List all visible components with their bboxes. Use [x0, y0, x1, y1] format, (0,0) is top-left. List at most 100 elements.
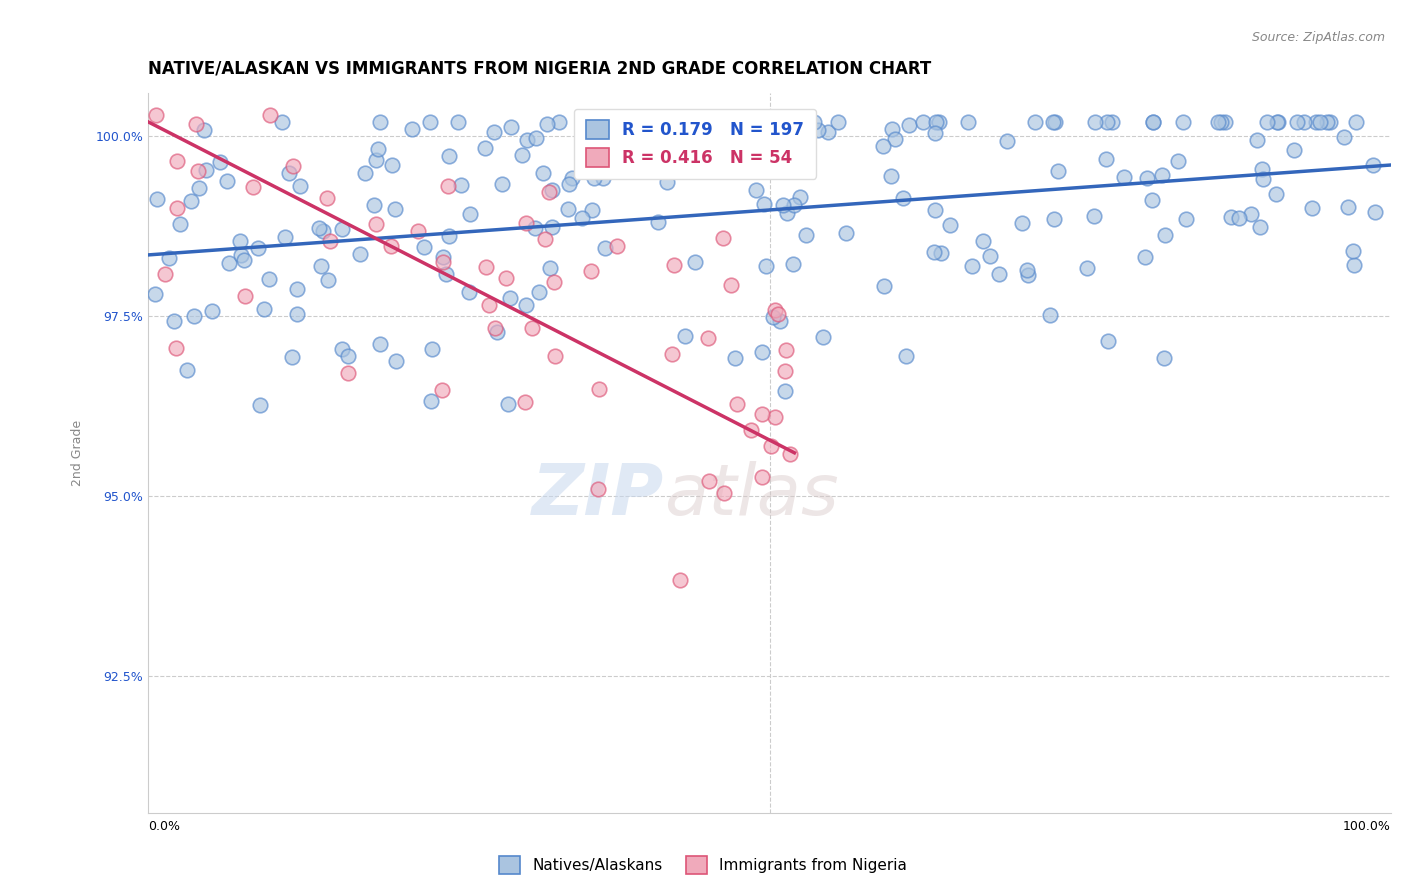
Point [872, 138, 894, 153]
Point [1097, 334, 1119, 348]
Point [544, 349, 567, 363]
Point [880, 169, 903, 184]
Point [558, 178, 581, 192]
Point [510, 147, 533, 161]
Point [673, 329, 696, 343]
Point [789, 190, 811, 204]
Point [1024, 115, 1046, 129]
Point [1337, 200, 1360, 214]
Point [1011, 217, 1033, 231]
Point [233, 289, 256, 303]
Point [475, 260, 498, 274]
Point [1206, 115, 1229, 129]
Point [929, 246, 952, 260]
Point [218, 256, 240, 270]
Point [318, 234, 340, 248]
Point [536, 118, 558, 132]
Point [501, 120, 523, 134]
Point [725, 397, 748, 411]
Point [408, 224, 430, 238]
Point [432, 250, 454, 264]
Point [1267, 115, 1289, 129]
Point [1344, 115, 1367, 129]
Point [364, 153, 387, 168]
Point [447, 115, 470, 129]
Point [661, 347, 683, 361]
Point [176, 363, 198, 377]
Point [617, 115, 640, 129]
Point [696, 331, 718, 345]
Point [1142, 115, 1164, 129]
Point [588, 382, 610, 396]
Point [1343, 259, 1365, 273]
Point [380, 239, 402, 253]
Point [247, 241, 270, 255]
Point [817, 125, 839, 139]
Point [458, 207, 481, 221]
Point [1246, 133, 1268, 147]
Point [285, 307, 308, 321]
Point [960, 260, 983, 274]
Point [1101, 115, 1123, 129]
Point [311, 259, 333, 273]
Point [217, 174, 239, 188]
Point [939, 218, 962, 232]
Point [1046, 163, 1069, 178]
Point [515, 298, 537, 312]
Point [145, 108, 167, 122]
Point [484, 125, 506, 139]
Point [419, 115, 441, 129]
Point [766, 307, 789, 321]
Point [751, 469, 773, 483]
Point [232, 253, 254, 268]
Point [187, 181, 209, 195]
Point [1042, 115, 1064, 129]
Point [571, 211, 593, 226]
Point [437, 148, 460, 162]
Point [430, 383, 453, 397]
Point [602, 163, 624, 178]
Point [157, 251, 180, 265]
Text: NATIVE/ALASKAN VS IMMIGRANTS FROM NIGERIA 2ND GRADE CORRELATION CHART: NATIVE/ALASKAN VS IMMIGRANTS FROM NIGERI… [148, 60, 931, 78]
Point [987, 268, 1010, 282]
Point [751, 407, 773, 421]
Text: ZIP: ZIP [531, 461, 664, 531]
Point [278, 165, 301, 179]
Point [713, 486, 735, 500]
Point [1301, 202, 1323, 216]
Point [1112, 169, 1135, 184]
Point [579, 264, 602, 278]
Point [541, 183, 564, 197]
Point [776, 206, 799, 220]
Point [755, 260, 778, 274]
Point [163, 314, 186, 328]
Point [184, 117, 207, 131]
Point [180, 194, 202, 208]
Point [478, 298, 501, 312]
Point [420, 394, 443, 409]
Point [1256, 115, 1278, 129]
Point [668, 115, 690, 129]
Point [683, 254, 706, 268]
Point [1153, 228, 1175, 243]
Point [527, 285, 550, 300]
Point [873, 279, 896, 293]
Point [229, 248, 252, 262]
Point [786, 121, 808, 136]
Point [515, 395, 537, 409]
Point [143, 286, 166, 301]
Point [783, 198, 806, 212]
Point [803, 115, 825, 129]
Point [724, 351, 747, 366]
Point [897, 119, 920, 133]
Point [401, 122, 423, 136]
Point [884, 132, 907, 146]
Point [368, 337, 391, 351]
Point [316, 273, 339, 287]
Point [153, 267, 176, 281]
Text: 100.0%: 100.0% [1343, 820, 1391, 833]
Point [979, 248, 1001, 262]
Point [259, 272, 281, 286]
Point [491, 178, 513, 192]
Y-axis label: 2nd Grade: 2nd Grade [72, 420, 84, 486]
